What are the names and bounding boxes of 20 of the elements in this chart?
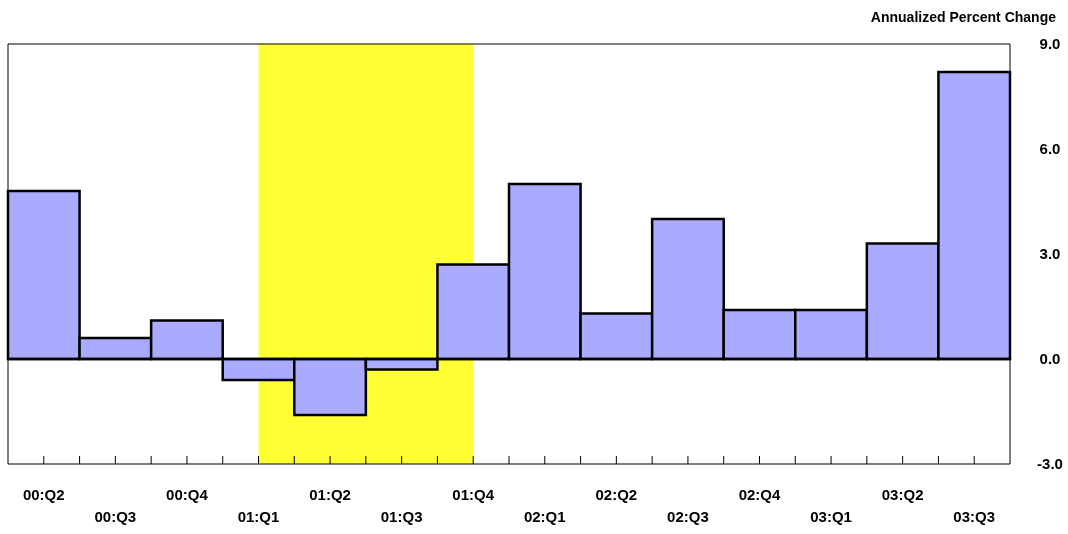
y-tick-label: -3.0 bbox=[1037, 455, 1063, 472]
x-tick-label: 02:Q2 bbox=[595, 486, 638, 503]
y-tick-label: 9.0 bbox=[1039, 35, 1061, 52]
x-tick-label: 01:Q1 bbox=[237, 508, 280, 525]
x-tick-label: 01:Q3 bbox=[380, 508, 423, 525]
x-tick-label: 02:Q4 bbox=[738, 486, 781, 503]
x-tick-label: 03:Q1 bbox=[810, 508, 852, 525]
x-tick-label: 00:Q4 bbox=[166, 486, 209, 503]
y-tick-label: 0.0 bbox=[1039, 350, 1061, 367]
x-tick-label: 03:Q3 bbox=[953, 508, 996, 525]
x-tick-label: 02:Q3 bbox=[667, 508, 709, 525]
y-tick-label: 6.0 bbox=[1039, 140, 1061, 157]
x-tick-label: 00:Q3 bbox=[94, 508, 137, 525]
x-tick-label: 01:Q4 bbox=[452, 486, 495, 503]
y-axis-title: Annualized Percent Change bbox=[870, 9, 1057, 25]
x-tick-label: 02:Q1 bbox=[523, 508, 566, 525]
y-tick-label: 3.0 bbox=[1039, 245, 1061, 262]
x-tick-label: 03:Q2 bbox=[881, 486, 924, 503]
x-tick-label: 00:Q2 bbox=[22, 486, 65, 503]
x-tick-label: 01:Q2 bbox=[309, 486, 351, 503]
